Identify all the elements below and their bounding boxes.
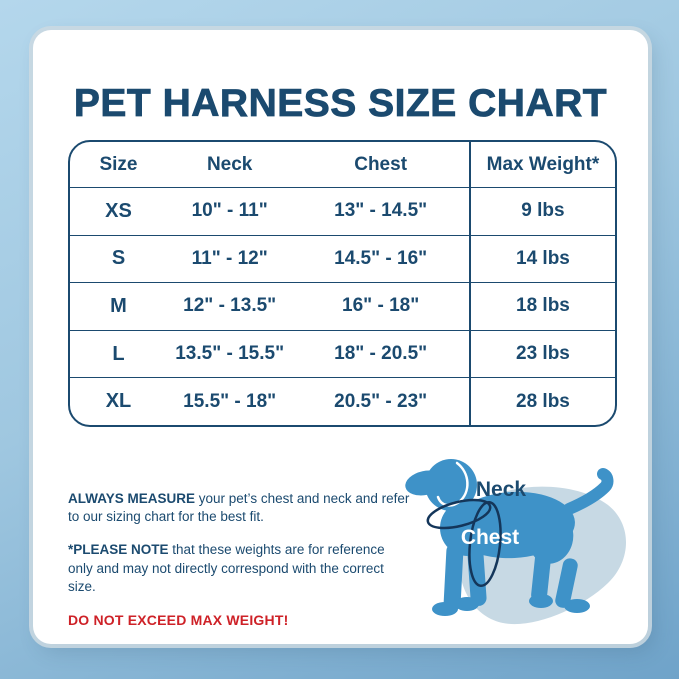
measure-note: ALWAYS MEASURE your pet’s chest and neck… xyxy=(68,490,413,526)
size-value: S xyxy=(111,247,126,270)
chest-range: 14.5" - 16" xyxy=(334,247,428,269)
max-weight-value: 18 lbs xyxy=(468,283,615,330)
max-weight-value: 9 lbs xyxy=(468,188,615,235)
column-header-neck: Neck xyxy=(206,153,253,175)
dog-silhouette xyxy=(405,459,614,616)
max-weight-value: 28 lbs xyxy=(468,378,615,425)
content-card: PET HARNESS SIZE CHART Size Neck Chest M… xyxy=(33,30,648,644)
dog-tail xyxy=(563,468,614,515)
column-header-size: Size xyxy=(99,153,138,175)
please-note: *PLEASE NOTE that these weights are for … xyxy=(68,541,413,596)
page-title: PET HARNESS SIZE CHART xyxy=(73,82,608,126)
chest-range: 18" - 20.5" xyxy=(334,343,428,365)
chest-range: 16" - 18" xyxy=(342,295,420,317)
table-row: XL 15.5" - 18" 20.5" - 23" 28 lbs xyxy=(70,377,615,425)
chest-measure-ellipse xyxy=(468,500,502,588)
size-table: Size Neck Chest Max Weight* XS 10" - 11"… xyxy=(68,140,617,427)
size-value: XS xyxy=(105,199,132,222)
please-note-text: that these weights are for reference onl… xyxy=(68,542,385,594)
size-value: XL xyxy=(105,390,132,413)
neck-range: 15.5" - 18" xyxy=(183,390,277,412)
chest-label: Chest xyxy=(461,526,519,549)
chest-range: 20.5" - 23" xyxy=(334,390,428,412)
table-row: L 13.5" - 15.5" 18" - 20.5" 23 lbs xyxy=(70,329,615,378)
measure-note-lead: ALWAYS MEASURE xyxy=(68,491,196,506)
dog-illustration-svg: Neck Chest xyxy=(405,459,627,625)
table-row: XS 10" - 11" 13" - 14.5" 9 lbs xyxy=(70,187,615,235)
neck-range: 13.5" - 15.5" xyxy=(175,343,285,365)
size-value: L xyxy=(112,342,125,365)
max-weight-value: 14 lbs xyxy=(468,235,615,283)
measure-note-text: your pet’s chest and neck and refer to o… xyxy=(68,491,410,525)
dog-measurement-diagram: Neck Chest xyxy=(393,443,638,653)
please-note-lead: *PLEASE NOTE xyxy=(68,542,169,558)
chest-range: 13" - 14.5" xyxy=(334,200,428,222)
table-header-row: Size Neck Chest Max Weight* xyxy=(70,142,615,187)
max-weight-warning: DO NOT EXCEED MAX WEIGHT! xyxy=(68,612,289,629)
table-row: M 12" - 13.5" 16" - 18" 18 lbs xyxy=(70,282,615,330)
column-header-chest: Chest xyxy=(354,153,408,175)
neck-range: 10" - 11" xyxy=(191,200,268,222)
neck-range: 11" - 12" xyxy=(191,247,268,269)
neck-measure-ellipse xyxy=(426,498,492,530)
neck-range: 12" - 13.5" xyxy=(183,295,277,317)
size-value: M xyxy=(110,294,127,317)
notes-block: ALWAYS MEASURE your pet’s chest and neck… xyxy=(68,490,413,645)
table-row: S 11" - 12" 14.5" - 16" 14 lbs xyxy=(70,234,615,283)
neck-label: Neck xyxy=(476,478,527,501)
column-header-max-weight: Max Weight* xyxy=(468,142,615,187)
max-weight-value: 23 lbs xyxy=(468,330,615,378)
